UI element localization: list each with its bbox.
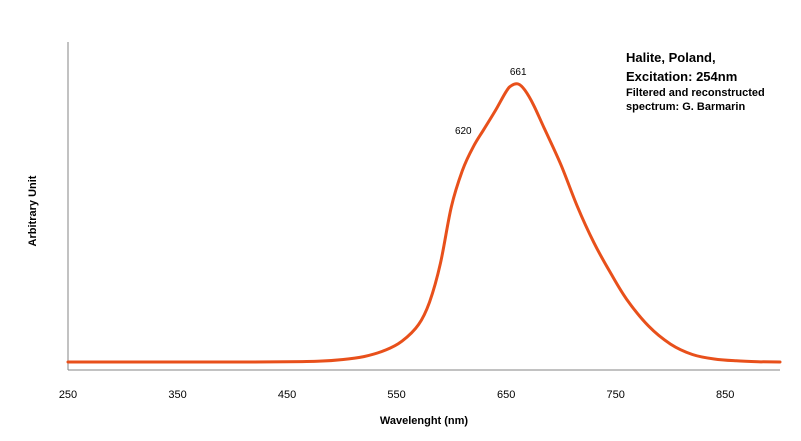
- x-tick-label: 750: [607, 389, 625, 401]
- credit-line-2: spectrum: G. Barmarin: [626, 101, 746, 113]
- x-tick-label: 250: [59, 389, 77, 401]
- x-tick-label: 550: [387, 389, 405, 401]
- x-axis-title: Wavelenght (nm): [380, 415, 469, 427]
- spectrum-info-box: Halite, Poland, Excitation: 254nm Filter…: [626, 48, 765, 114]
- peak-label: 620: [455, 126, 472, 137]
- y-axis-title: Arbitrary Unit: [27, 175, 39, 246]
- emission-curve: [66, 82, 782, 364]
- peak-annotations: 661 620: [455, 67, 527, 137]
- peak-label: 661: [510, 67, 527, 78]
- x-tick-label: 450: [278, 389, 296, 401]
- mineral-title: Halite, Poland,: [626, 50, 716, 65]
- x-tick-labels: 250 350 450 550 650 750 850: [59, 389, 735, 401]
- x-tick-label: 350: [168, 389, 186, 401]
- x-tick-label: 850: [716, 389, 734, 401]
- credit-line-1: Filtered and reconstructed: [626, 87, 765, 99]
- excitation-label: Excitation: 254nm: [626, 69, 738, 84]
- x-tick-label: 650: [497, 389, 515, 401]
